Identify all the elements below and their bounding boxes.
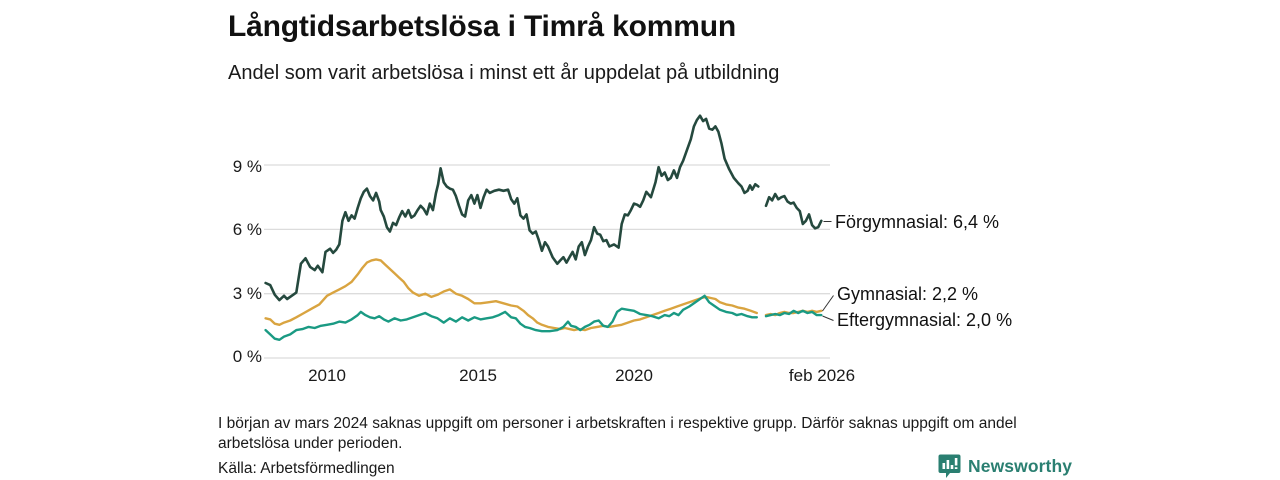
line-forgymnasial bbox=[264, 114, 760, 302]
footnote: I början av mars 2024 saknas uppgift om … bbox=[218, 415, 1017, 452]
x-tick-feb-2026: feb 2026 bbox=[788, 366, 856, 385]
x-tick-2010: 2010 bbox=[308, 366, 346, 385]
page-title: Långtidsarbetslösa i Timrå kommun bbox=[228, 10, 736, 43]
leader-line-eftergymnasial bbox=[822, 315, 834, 321]
newsworthy-wordmark: Newsworthy bbox=[968, 456, 1073, 476]
y-tick-0: 0 % bbox=[232, 347, 262, 366]
line-eftergymnasial bbox=[264, 294, 758, 341]
leader-line-gymnasial bbox=[822, 295, 834, 312]
y-tick-9: 9 % bbox=[232, 157, 262, 176]
series-lines bbox=[264, 114, 823, 341]
page-subtitle: Andel som varit arbetslösa i minst ett å… bbox=[228, 62, 780, 84]
series-label-gymnasial: Gymnasial: 2,2 % bbox=[837, 284, 979, 304]
y-tick-3: 3 % bbox=[232, 284, 262, 303]
line-gymnasial bbox=[264, 258, 758, 332]
x-tick-2015: 2015 bbox=[459, 366, 497, 385]
label-leader-lines bbox=[822, 221, 834, 321]
series-label-forgymnasial: Förgymnasial: 6,4 % bbox=[835, 212, 1000, 232]
x-tick-2020: 2020 bbox=[615, 366, 653, 385]
newsworthy-logo: Newsworthy bbox=[938, 454, 1072, 479]
line-forgymnasial bbox=[764, 192, 823, 230]
source-attribution: Källa: Arbetsförmedlingen bbox=[218, 460, 395, 477]
y-tick-6: 6 % bbox=[232, 220, 262, 239]
gridlines bbox=[264, 164, 830, 359]
bar-chart-bubble-icon bbox=[938, 454, 961, 478]
series-label-eftergymnasial: Eftergymnasial: 2,0 % bbox=[837, 310, 1013, 330]
line-eftergymnasial bbox=[764, 309, 823, 318]
